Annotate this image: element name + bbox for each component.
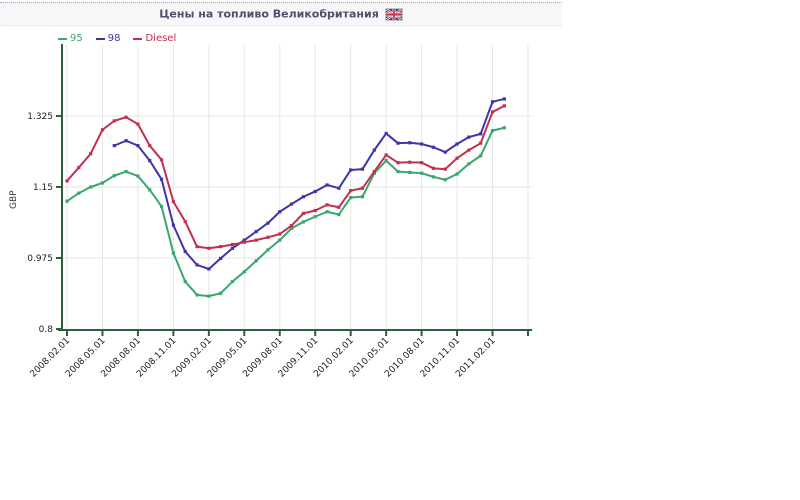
svg-text:1.325: 1.325 <box>27 112 53 122</box>
page-title: Цены на топливо Великобритания <box>159 7 379 21</box>
legend-item-diesel: Diesel <box>133 33 176 44</box>
svg-text:0.975: 0.975 <box>27 254 53 264</box>
y-axis-title: GBP <box>9 190 19 209</box>
chart-header: Цены на топливо Великобритания <box>0 2 562 26</box>
chart-legend: 95 98 Diesel <box>58 33 176 44</box>
legend-label-98: 98 <box>107 33 121 44</box>
uk-flag-icon <box>384 7 403 22</box>
svg-text:1.15: 1.15 <box>33 183 53 193</box>
legend-swatch-diesel <box>133 37 143 40</box>
legend-label-diesel: Diesel <box>145 33 177 44</box>
legend-swatch-98 <box>95 37 105 40</box>
legend-swatch-95 <box>58 37 67 40</box>
svg-text:0.8: 0.8 <box>39 325 54 335</box>
legend-label-95: 95 <box>70 33 83 44</box>
legend-item-98: 98 <box>95 33 121 44</box>
legend-item-95: 95 <box>58 33 83 44</box>
